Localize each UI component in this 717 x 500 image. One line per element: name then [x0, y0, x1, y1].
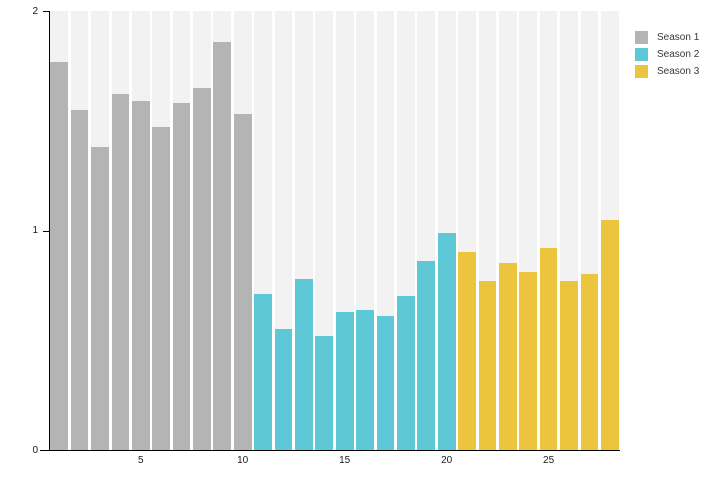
bar-series2-x17 [376, 316, 395, 450]
legend-swatch-icon [635, 65, 648, 78]
bar-series3-x24 [519, 272, 538, 450]
x-tick-label: 5 [138, 455, 144, 466]
bar-series2-x13 [295, 278, 313, 450]
bar-series3-x22 [478, 281, 497, 450]
y-axis-line [49, 11, 50, 450]
bar-series3-x27 [580, 274, 599, 450]
y-tick-label: 0 [32, 444, 38, 456]
x-tick-label: 15 [339, 455, 351, 466]
bar-series2-x11 [254, 294, 272, 450]
x-tick-label: 25 [543, 455, 555, 466]
bar-series1-x6 [152, 127, 171, 450]
bar-series1-x5 [131, 101, 150, 450]
bar-series1-x1 [50, 61, 69, 450]
bar-series2-x16 [356, 309, 374, 450]
y-tick-mark [43, 450, 49, 451]
y-tick-mark [43, 11, 49, 12]
legend-label: Season 1 [657, 32, 700, 43]
bar-series1-x9 [213, 41, 232, 450]
y-tick-label: 2 [32, 5, 38, 17]
legend-swatch-icon [635, 48, 648, 61]
bar-series2-x18 [397, 296, 415, 450]
bar-series2-x15 [335, 311, 354, 450]
bar-series1-x4 [111, 94, 130, 450]
bar-series3-x25 [539, 248, 558, 450]
legend-item-season-3: Season 3 [635, 65, 699, 78]
bar-series3-x23 [498, 263, 517, 450]
bar-series1-x2 [70, 109, 89, 450]
legend-label: Season 2 [657, 49, 700, 60]
x-tick-label: 10 [237, 455, 249, 466]
legend-label: Season 3 [657, 66, 700, 77]
bar-series3-x21 [458, 252, 476, 450]
bar-series1-x10 [233, 114, 252, 450]
legend-item-season-2: Season 2 [635, 48, 699, 61]
bar-series1-x3 [91, 147, 109, 450]
bar-series3-x28 [600, 219, 619, 450]
y-tick-label: 1 [32, 225, 38, 236]
legend: Season 1 Season 2 Season 3 [635, 31, 699, 78]
bar-series2-x19 [417, 261, 436, 450]
legend-swatch-icon [635, 31, 648, 44]
y-tick-mark [43, 230, 49, 232]
bar-series1-x8 [193, 87, 211, 450]
x-tick-label: 20 [441, 455, 453, 466]
legend-item-season-1: Season 1 [635, 31, 699, 44]
bar-series2-x20 [437, 232, 456, 450]
bar-series2-x14 [315, 335, 334, 450]
bar-series2-x12 [274, 329, 293, 450]
bar-series1-x7 [172, 103, 191, 450]
x-axis-line [40, 450, 620, 451]
bar-series3-x26 [560, 281, 578, 450]
plot-area [49, 11, 620, 450]
